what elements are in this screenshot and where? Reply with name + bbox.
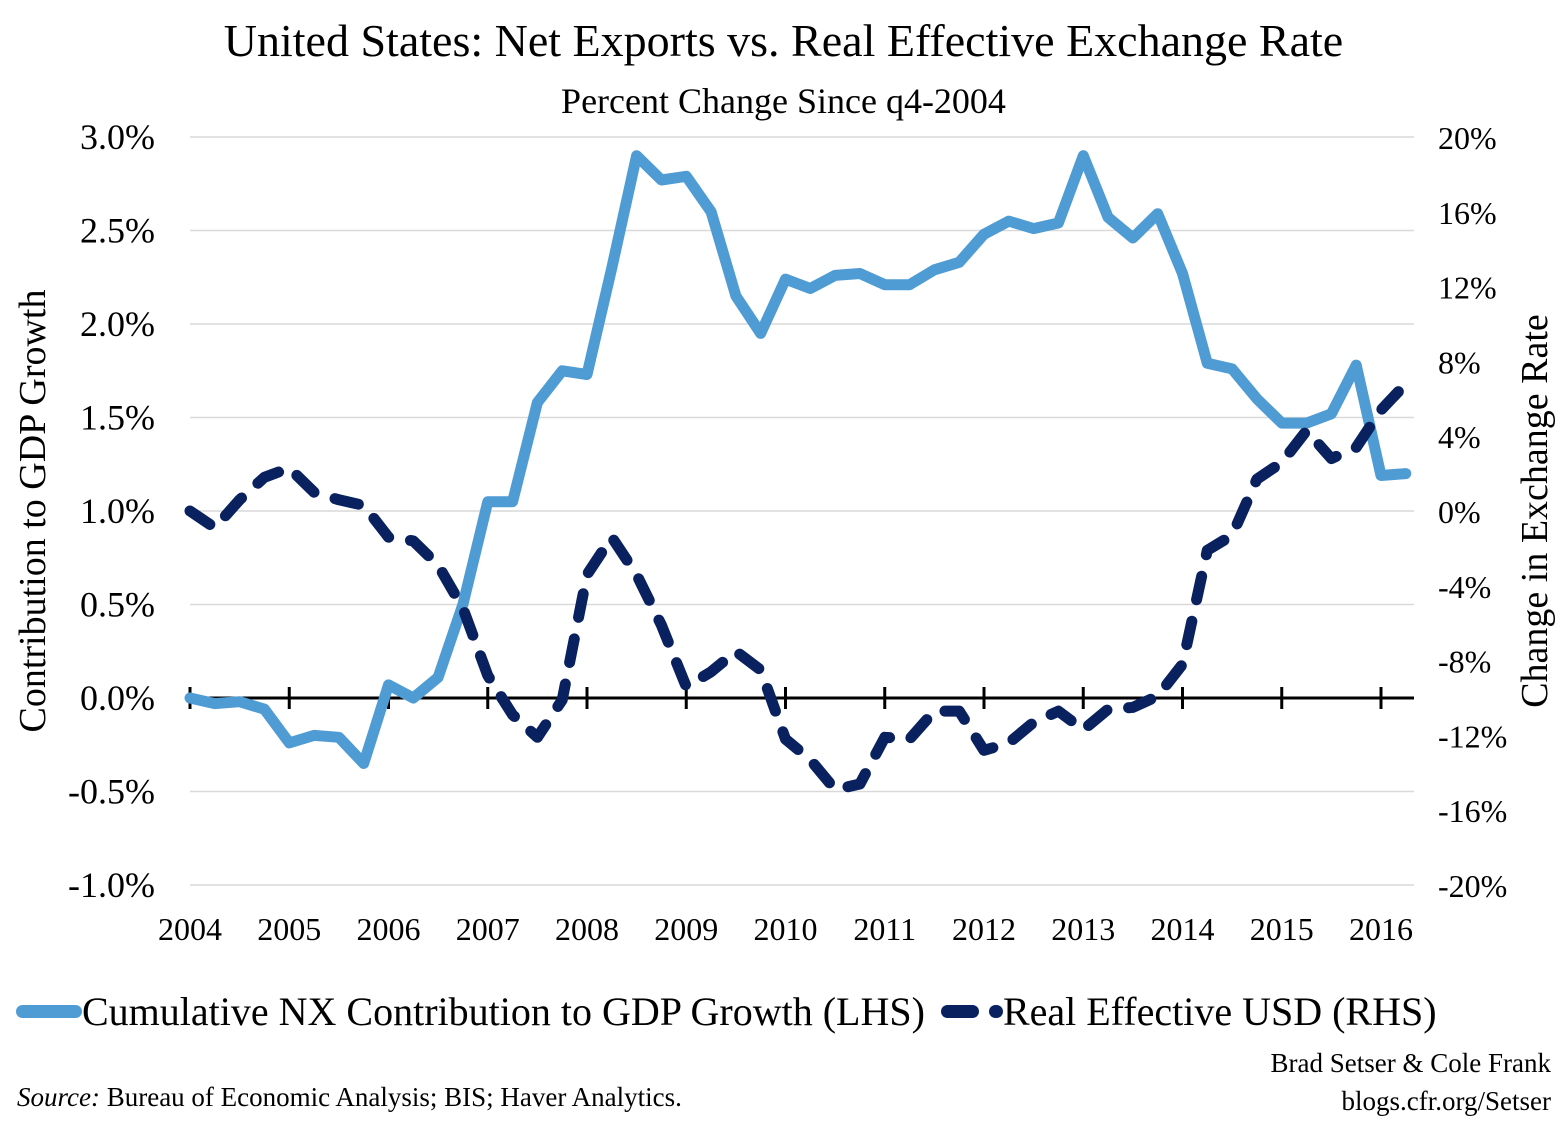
y-left-tick-label: 1.5% bbox=[80, 398, 155, 438]
y-right-tick-label: 4% bbox=[1438, 419, 1481, 455]
x-tick-label: 2014 bbox=[1151, 911, 1215, 947]
chart-subtitle: Percent Change Since q4-2004 bbox=[561, 81, 1006, 121]
source-text: Bureau of Economic Analysis; BIS; Haver … bbox=[99, 1082, 682, 1112]
y-right-tick-label: -16% bbox=[1438, 793, 1507, 829]
x-tick-label: 2009 bbox=[654, 911, 718, 947]
y-right-tick-label: -20% bbox=[1438, 868, 1507, 904]
x-tick-label: 2010 bbox=[754, 911, 818, 947]
credit-authors: Brad Setser & Cole Frank bbox=[1270, 1048, 1551, 1078]
legend-swatch-reer bbox=[940, 1005, 1003, 1018]
y-left-tick-label: 0.5% bbox=[80, 585, 155, 625]
legend-label-reer: Real Effective USD (RHS) bbox=[1002, 989, 1437, 1034]
legend-swatch-nx bbox=[16, 1005, 82, 1018]
x-tick-label: 2011 bbox=[853, 911, 916, 947]
y-right-tick-label: 0% bbox=[1438, 494, 1481, 530]
series-line-reer bbox=[184, 378, 1412, 796]
legend: Cumulative NX Contribution to GDP Growth… bbox=[16, 988, 1437, 1035]
source-note: Source: Bureau of Economic Analysis; BIS… bbox=[17, 1082, 682, 1113]
y-right-tick-label: 8% bbox=[1438, 344, 1481, 380]
y-right-tick-label: 20% bbox=[1438, 120, 1497, 156]
y-right-tick-label: -12% bbox=[1438, 718, 1507, 754]
x-tick-label: 2007 bbox=[456, 911, 520, 947]
y-left-tick-label: -1.0% bbox=[68, 865, 155, 905]
credit-url: blogs.cfr.org/Setser bbox=[1341, 1086, 1551, 1116]
x-tick-label: 2016 bbox=[1349, 911, 1413, 947]
y-right-tick-label: -4% bbox=[1438, 569, 1491, 605]
x-tick-label: 2004 bbox=[158, 911, 222, 947]
y-left-tick-label: 2.0% bbox=[80, 304, 155, 344]
legend-label-nx: Cumulative NX Contribution to GDP Growth… bbox=[82, 989, 925, 1034]
series-line-nx bbox=[184, 150, 1412, 769]
x-tick-label: 2005 bbox=[257, 911, 321, 947]
x-tick-label: 2008 bbox=[555, 911, 619, 947]
y-left-tick-label: -0.5% bbox=[68, 772, 155, 812]
x-tick-label: 2006 bbox=[357, 911, 421, 947]
y-right-tick-label: 12% bbox=[1438, 270, 1497, 306]
y-right-tick-label: 16% bbox=[1438, 195, 1497, 231]
y-left-tick-label: 0.0% bbox=[80, 678, 155, 718]
x-tick-label: 2015 bbox=[1250, 911, 1314, 947]
y-right-tick-label: -8% bbox=[1438, 644, 1491, 680]
y-left-tick-label: 2.5% bbox=[80, 211, 155, 251]
y-left-tick-label: 1.0% bbox=[80, 491, 155, 531]
x-tick-label: 2012 bbox=[952, 911, 1016, 947]
source-label: Source: bbox=[17, 1082, 100, 1112]
y-left-tick-label: 3.0% bbox=[80, 117, 155, 157]
chart-title: United States: Net Exports vs. Real Effe… bbox=[223, 15, 1344, 66]
x-tick-label: 2013 bbox=[1051, 911, 1115, 947]
